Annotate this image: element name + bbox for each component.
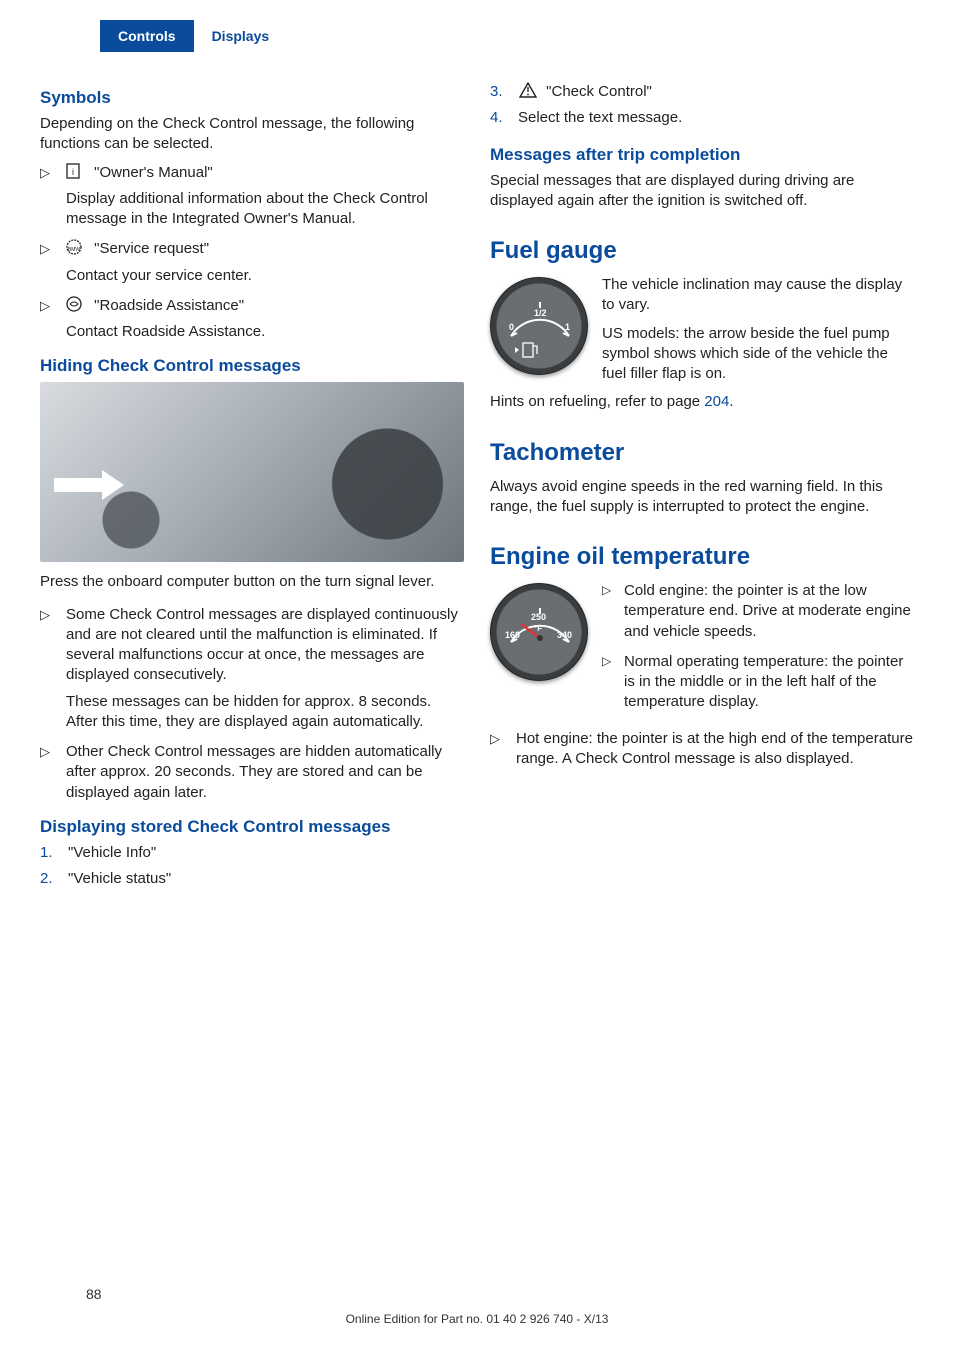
heading-symbols: Symbols (40, 88, 464, 108)
list-item: Hot engine: the pointer is at the high e… (490, 729, 914, 770)
manual-icon: i (66, 163, 86, 179)
fuel-p3-pre: Hints on refueling, refer to page (490, 393, 704, 410)
gauge-label-top: 1/2 (534, 308, 547, 318)
gauge-label-right: 1 (565, 322, 570, 332)
svg-text:i: i (72, 167, 74, 177)
left-column: Symbols Depending on the Check Control m… (40, 82, 464, 895)
heading-tachometer: Tachometer (490, 439, 914, 467)
page-number: 88 (86, 1286, 102, 1302)
right-column: "Check Control" Select the text message.… (490, 82, 914, 895)
symbols-intro: Depending on the Check Control message, … (40, 114, 464, 155)
step-item: "Check Control" (490, 82, 914, 102)
item-desc: Contact Roadside Assistance. (66, 322, 464, 342)
oil-block: 250 °F 160 340 Cold engine: the pointer … (490, 581, 914, 723)
gauge-label-left: 160 (505, 630, 520, 640)
step-item: "Vehicle status" (40, 869, 464, 889)
gauge-label-right: 340 (557, 630, 572, 640)
item-desc: Display additional information about the… (66, 189, 464, 230)
fuel-gauge-image: 1/2 0 1 (490, 277, 588, 375)
service-icon: BMW (66, 239, 86, 255)
heading-hiding: Hiding Check Control messages (40, 356, 464, 376)
step-text: "Check Control" (546, 83, 652, 100)
warning-triangle-icon (518, 82, 538, 98)
item-para: Other Check Control messages are hidden … (66, 743, 442, 801)
oil-temp-gauge-image: 250 °F 160 340 (490, 583, 588, 681)
roadside-icon (66, 296, 86, 312)
oil-list-full: Hot engine: the pointer is at the high e… (490, 729, 914, 770)
tab-displays: Displays (194, 20, 288, 52)
list-item: Other Check Control messages are hidden … (40, 742, 464, 803)
steering-image (40, 382, 464, 562)
tach-text: Always avoid engine speeds in the red wa… (490, 477, 914, 518)
item-label: "Owner's Manual" (94, 164, 213, 181)
item-label: "Roadside Assistance" (94, 297, 244, 314)
list-item: "Roadside Assistance" Contact Roadside A… (40, 296, 464, 343)
steps-continued: "Check Control" Select the text message. (490, 82, 914, 129)
breadcrumb-tabs: Controls Displays (100, 20, 914, 52)
heading-messages-after: Messages after trip completion (490, 145, 914, 165)
fuel-block: 1/2 0 1 The vehicle inclination may caus… (490, 275, 914, 392)
item-para: Some Check Control messages are displaye… (66, 606, 458, 684)
step-item: "Vehicle Info" (40, 843, 464, 863)
gauge-label-unit: °F (534, 624, 542, 633)
list-item: Normal operating temperature: the pointe… (602, 652, 914, 713)
page-link-204[interactable]: 204 (704, 393, 729, 410)
gauge-label-left: 0 (509, 322, 514, 332)
symbols-list: i "Owner's Manual" Display additional in… (40, 163, 464, 343)
list-item: BMW "Service request" Contact your servi… (40, 239, 464, 286)
tab-controls: Controls (100, 20, 194, 52)
list-item: Some Check Control messages are displaye… (40, 605, 464, 733)
hiding-caption: Press the onboard computer button on the… (40, 572, 464, 592)
gauge-label-top: 250 (531, 612, 546, 622)
list-item: i "Owner's Manual" Display additional in… (40, 163, 464, 230)
heading-displaying: Displaying stored Check Control messages (40, 817, 464, 837)
arrow-icon (54, 470, 124, 500)
oil-list-wrapped: Cold engine: the pointer is at the low t… (602, 581, 914, 713)
fuel-p3: Hints on refueling, refer to page 204. (490, 392, 914, 412)
item-label: "Service request" (94, 240, 209, 257)
item-para: These messages can be hidden for approx.… (66, 692, 464, 733)
fuel-p3-post: . (729, 393, 733, 410)
footer-line: Online Edition for Part no. 01 40 2 926 … (0, 1312, 954, 1326)
messages-after-text: Special messages that are displayed duri… (490, 171, 914, 212)
item-desc: Contact your service center. (66, 266, 464, 286)
list-item: Cold engine: the pointer is at the low t… (602, 581, 914, 642)
svg-text:BMW: BMW (68, 247, 81, 253)
displaying-steps: "Vehicle Info" "Vehicle status" (40, 843, 464, 890)
hiding-list: Some Check Control messages are displaye… (40, 605, 464, 803)
heading-fuel-gauge: Fuel gauge (490, 237, 914, 265)
step-item: Select the text message. (490, 108, 914, 128)
heading-oil-temp: Engine oil temperature (490, 543, 914, 571)
